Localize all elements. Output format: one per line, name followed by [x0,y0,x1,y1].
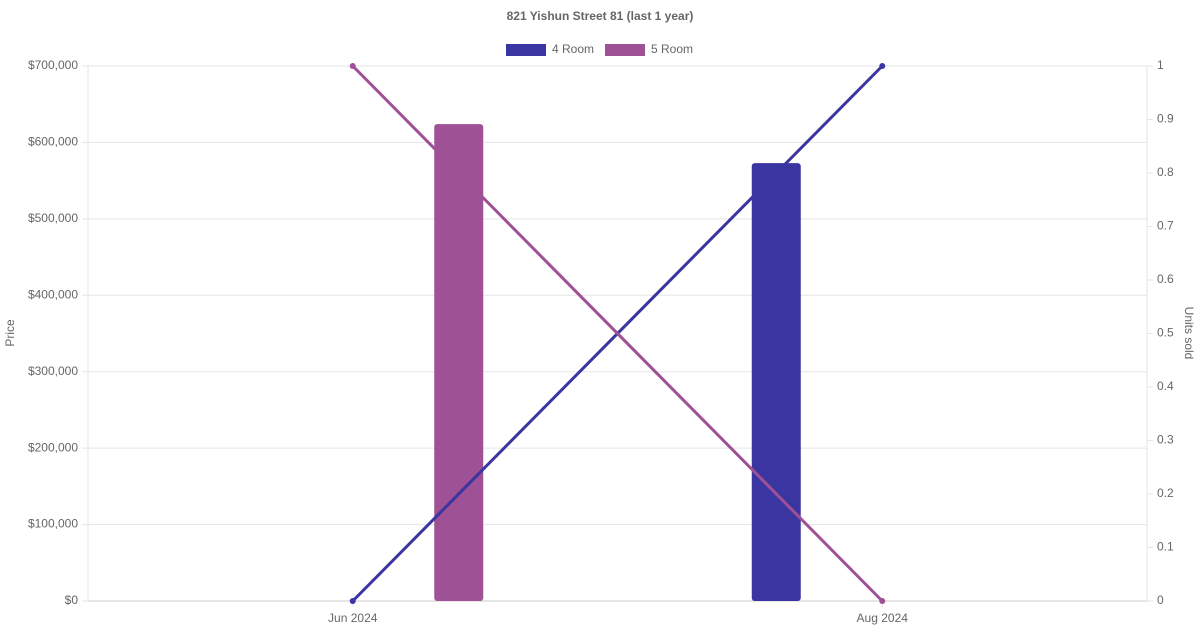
point [349,598,356,604]
y-axis-title: Price [3,319,17,347]
y2-tick-label: 0.2 [1157,486,1174,500]
point [879,598,886,604]
y-tick-label: $400,000 [28,287,78,301]
y-tick-label: $0 [65,593,79,607]
point [349,63,356,69]
y2-tick-label: 0.5 [1157,326,1174,340]
y-tick-label: $100,000 [28,517,78,531]
x-tick-label: Jun 2024 [328,611,378,625]
legend-label: 4 Room [552,42,594,56]
legend-label: 5 Room [651,42,693,56]
x-tick-label: Aug 2024 [857,611,909,625]
y2-tick-label: 0.3 [1157,433,1174,447]
y2-tick-label: 0.9 [1157,112,1174,126]
y2-tick-label: 0.7 [1157,219,1174,233]
y2-tick-label: 1 [1157,58,1164,72]
legend-swatch [506,44,546,56]
y-tick-label: $200,000 [28,440,78,454]
y2-tick-label: 0 [1157,593,1164,607]
y2-tick-label: 0.1 [1157,540,1174,554]
y2-tick-label: 0.6 [1157,272,1174,286]
bar [751,163,801,602]
legend-swatch [605,44,645,56]
line [351,64,884,603]
bar [434,124,484,601]
chart-title: 821 Yishun Street 81 (last 1 year) [507,9,694,23]
y-tick-label: $300,000 [28,364,78,378]
y2-axis-title: Units sold [1182,307,1196,360]
y-tick-label: $600,000 [28,135,78,149]
y2-tick-label: 0.8 [1157,165,1174,179]
point [879,63,886,69]
y-tick-label: $700,000 [28,58,78,72]
y2-tick-label: 0.4 [1157,379,1174,393]
y-tick-label: $500,000 [28,211,78,225]
